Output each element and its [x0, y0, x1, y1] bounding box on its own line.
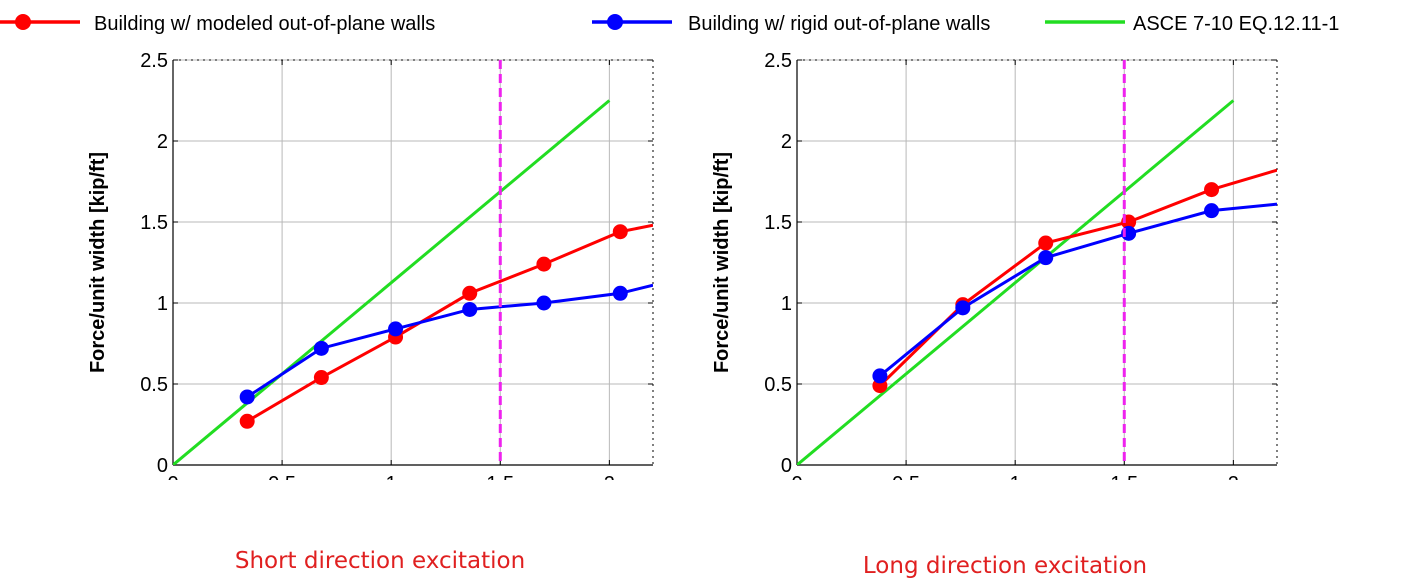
caption-long-direction: Long direction excitation	[862, 553, 1148, 579]
data-point	[955, 300, 971, 316]
y-tick-label: 1	[157, 293, 168, 315]
x-tick-label: 1	[386, 473, 397, 480]
x-tick-label: 2	[604, 473, 615, 480]
data-point	[462, 285, 478, 301]
chart-legend: Building w/ modeled out-of-plane walls Bu…	[0, 13, 1339, 35]
y-tick-label: 1.5	[140, 212, 168, 234]
legend-entry-1: Building w/ rigid out-of-plane walls	[592, 13, 990, 35]
x-tick-label: 1.5	[486, 473, 514, 480]
y-axis-label: Force/unit width [kip/ft]	[711, 152, 733, 373]
legend-entry-2: ASCE 7-10 EQ.12.11-1	[1045, 13, 1339, 35]
chart-short-direction: 00.511.5200.511.522.5Sa (T1) [g]Force/un…	[87, 50, 654, 480]
y-tick-label: 0.5	[140, 374, 168, 396]
data-point	[536, 295, 552, 311]
data-point	[872, 368, 888, 384]
y-tick-label: 0	[157, 455, 168, 477]
x-tick-label: 0	[167, 473, 178, 480]
series-1	[872, 202, 1277, 384]
data-point	[1204, 182, 1220, 198]
x-tick-label: 1	[1010, 473, 1021, 480]
series-line-0	[878, 168, 1277, 387]
x-tick-label: 0.5	[892, 473, 920, 480]
y-tick-label: 2	[781, 131, 792, 153]
legend-entry-0: Building w/ modeled out-of-plane walls	[0, 13, 435, 35]
caption-short-direction: Short direction excitation	[234, 548, 526, 574]
data-point	[612, 285, 628, 301]
series-line-1	[878, 202, 1277, 378]
y-tick-label: 1	[781, 293, 792, 315]
data-point	[239, 389, 255, 405]
legend-label-0: Building w/ modeled out-of-plane walls	[94, 13, 435, 35]
data-point	[536, 256, 552, 272]
series-0	[239, 223, 653, 429]
x-tick-label: 0	[791, 473, 802, 480]
legend-marker-0	[15, 14, 31, 30]
series-0	[872, 168, 1277, 394]
chart-long-direction: 00.511.5200.511.522.5Sa (T1) [g]Force/un…	[711, 50, 1278, 480]
y-tick-label: 2	[157, 131, 168, 153]
x-tick-label: 2	[1228, 473, 1239, 480]
data-point	[388, 321, 404, 337]
data-point	[1038, 235, 1054, 251]
y-tick-label: 1.5	[764, 212, 792, 234]
series-line-1	[246, 283, 653, 399]
data-point	[462, 301, 478, 317]
y-tick-label: 2.5	[140, 50, 168, 72]
data-point	[313, 370, 329, 386]
data-point	[313, 340, 329, 356]
series-line-2	[797, 99, 1235, 465]
y-axis-label: Force/unit width [kip/ft]	[87, 152, 109, 373]
x-tick-label: 1.5	[1110, 473, 1138, 480]
series-1	[239, 283, 653, 405]
legend-label-1: Building w/ rigid out-of-plane walls	[688, 13, 990, 35]
series-2	[797, 99, 1235, 465]
series-line-0	[246, 223, 653, 423]
data-point	[1204, 203, 1220, 219]
y-tick-label: 0.5	[764, 374, 792, 396]
data-point	[1038, 250, 1054, 266]
y-tick-label: 0	[781, 455, 792, 477]
legend-label-2: ASCE 7-10 EQ.12.11-1	[1133, 13, 1339, 35]
x-tick-label: 0.5	[268, 473, 296, 480]
data-point	[612, 224, 628, 240]
legend-marker-1	[607, 14, 623, 30]
y-tick-label: 2.5	[764, 50, 792, 72]
data-point	[239, 413, 255, 429]
